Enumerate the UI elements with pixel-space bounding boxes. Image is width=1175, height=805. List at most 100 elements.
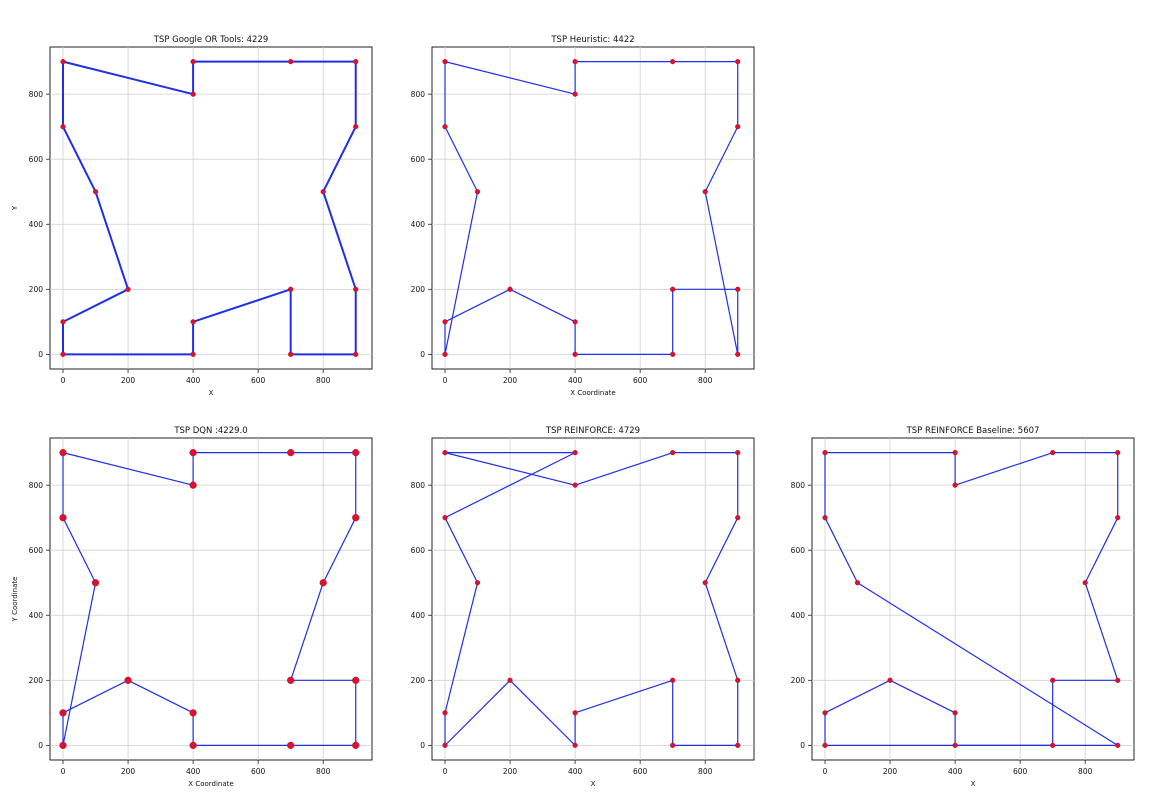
city-point [572, 91, 578, 97]
x-tick-label: 800 [698, 376, 713, 385]
y-tick-label: 0 [420, 350, 425, 359]
y-tick-label: 600 [29, 155, 44, 164]
city-point [702, 189, 708, 195]
route-segment [1084, 517, 1119, 584]
city-point [320, 189, 326, 195]
route-segment [127, 679, 194, 714]
route-segment [444, 517, 479, 584]
y-tick-label: 400 [411, 220, 426, 229]
city-point [125, 286, 131, 292]
x-tick-label: 0 [443, 376, 448, 385]
y-tick-label: 600 [411, 546, 426, 555]
y-tick-label: 0 [800, 741, 805, 750]
city-point [352, 449, 360, 457]
route-segment [62, 452, 194, 486]
y-tick-label: 800 [411, 90, 426, 99]
y-tick-label: 0 [38, 741, 43, 750]
city-point [1050, 677, 1056, 683]
route-segment [290, 582, 324, 681]
chart-title: TSP Heuristic: 4422 [550, 35, 634, 45]
city-point [735, 124, 741, 130]
y-tick-label: 200 [411, 285, 426, 294]
route-segment [62, 517, 97, 584]
chart-title: TSP REINFORCE Baseline: 5607 [906, 426, 1040, 436]
y-tick-label: 800 [791, 481, 806, 490]
route-segment [322, 190, 357, 291]
x-tick-label: 800 [316, 376, 331, 385]
x-tick-label: 800 [1078, 767, 1093, 776]
route-segment [574, 452, 674, 486]
city-point [59, 709, 67, 717]
x-tick-label: 200 [121, 376, 136, 385]
city-point [190, 319, 196, 325]
x-tick-label: 0 [61, 767, 66, 776]
city-point [353, 286, 359, 292]
chart-title: TSP DQN :4229.0 [173, 426, 247, 436]
city-point [442, 710, 448, 716]
city-point [60, 351, 66, 357]
city-point [319, 579, 327, 587]
route-segment [62, 679, 129, 714]
route-segment [704, 582, 739, 681]
city-point [1115, 742, 1121, 748]
city-point [474, 189, 481, 195]
route-segment [824, 517, 859, 584]
city-point [735, 351, 741, 357]
city-point [735, 742, 741, 748]
route-segment [62, 288, 130, 323]
city-point [572, 319, 578, 325]
x-tick-label: 600 [251, 767, 266, 776]
x-tick-label: 0 [61, 376, 66, 385]
city-point [442, 742, 448, 748]
city-point [670, 450, 676, 456]
x-tick-label: 200 [121, 767, 136, 776]
city-point [735, 59, 741, 65]
city-point [1115, 450, 1121, 456]
city-point [670, 286, 676, 292]
route-segment [889, 679, 956, 714]
route-segment [94, 190, 130, 291]
route-segment [62, 60, 195, 96]
route-segment [444, 582, 479, 714]
x-tick-label: 600 [633, 376, 648, 385]
route-segment [62, 582, 97, 746]
plot-area [431, 437, 755, 761]
x-tick-label: 400 [568, 376, 583, 385]
city-point [189, 449, 197, 457]
city-point [952, 482, 958, 488]
y-tick-label: 600 [791, 546, 806, 555]
city-point [288, 59, 294, 65]
city-point [352, 741, 360, 749]
x-axis-label: X Coordinate [188, 780, 233, 788]
route-segment [192, 288, 292, 323]
city-point [854, 580, 861, 586]
city-point [735, 515, 741, 521]
route-segment [444, 61, 576, 95]
x-tick-label: 600 [1013, 767, 1028, 776]
x-tick-label: 400 [186, 767, 201, 776]
city-point [442, 124, 448, 130]
city-point [60, 319, 66, 325]
city-point [442, 450, 448, 456]
city-point [952, 710, 958, 716]
city-point [92, 189, 99, 195]
x-tick-label: 400 [568, 767, 583, 776]
city-point [572, 351, 578, 357]
route-segment [954, 452, 1054, 486]
city-point [507, 286, 513, 292]
city-point [735, 286, 741, 292]
route-segment [704, 517, 739, 584]
chart-title: TSP REINFORCE: 4729 [545, 426, 640, 436]
route-segment [322, 125, 357, 193]
city-point [572, 710, 578, 716]
city-point [1115, 677, 1121, 683]
city-point [190, 59, 196, 65]
route-segment [704, 126, 739, 193]
plot-area [811, 437, 1135, 761]
route-segment [62, 125, 97, 193]
city-point [670, 59, 676, 65]
route-segment [444, 679, 511, 746]
x-axis-label: X Coordinate [570, 389, 615, 397]
city-point [1050, 450, 1056, 456]
city-point [190, 91, 196, 97]
